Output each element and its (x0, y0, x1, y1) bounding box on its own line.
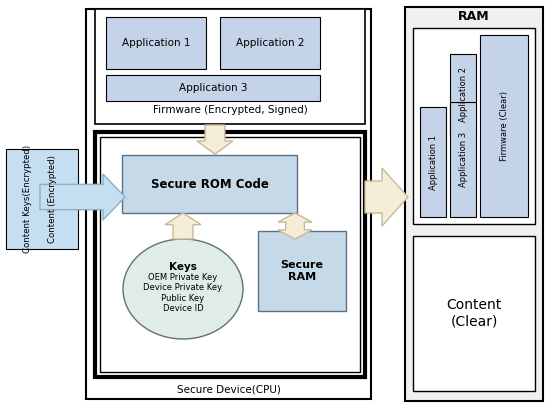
Bar (6, 149, 78, 249)
Bar (450, 102, 476, 217)
Bar (95, 9, 365, 124)
Text: Application 1: Application 1 (122, 38, 190, 48)
Text: Content Keys(Encrypted): Content Keys(Encrypted) (23, 145, 32, 253)
Polygon shape (197, 125, 233, 154)
Bar (480, 35, 528, 217)
Text: Keys: Keys (169, 262, 197, 272)
Text: Content (Encrypted): Content (Encrypted) (48, 155, 57, 243)
Text: Content
(Clear): Content (Clear) (447, 299, 502, 328)
Text: Secure ROM Code: Secure ROM Code (151, 178, 268, 191)
Polygon shape (278, 213, 312, 239)
Text: Secure
RAM: Secure RAM (280, 260, 323, 282)
Text: Firmware (Clear): Firmware (Clear) (499, 91, 509, 161)
Bar (100, 137, 360, 372)
Bar (258, 231, 346, 311)
Bar (95, 132, 365, 377)
Polygon shape (165, 213, 201, 239)
Text: Application 3: Application 3 (179, 83, 248, 93)
Bar (122, 155, 297, 213)
Bar (405, 7, 543, 401)
Text: OEM Private Key
Device Private Key
Public Key
Device ID: OEM Private Key Device Private Key Publi… (144, 273, 223, 313)
Bar (450, 54, 476, 134)
Text: Application 3: Application 3 (459, 132, 468, 187)
Text: Secure Device(CPU): Secure Device(CPU) (177, 384, 280, 394)
Ellipse shape (123, 239, 243, 339)
Polygon shape (40, 174, 125, 220)
Bar (86, 9, 371, 399)
Polygon shape (365, 168, 408, 226)
Bar (413, 28, 535, 224)
Bar (106, 75, 320, 101)
Text: Application 1: Application 1 (428, 135, 437, 189)
Text: Firmware (Encrypted, Signed): Firmware (Encrypted, Signed) (153, 105, 307, 115)
Text: RAM: RAM (458, 11, 490, 23)
Text: Application 2: Application 2 (236, 38, 304, 48)
Text: Application 2: Application 2 (459, 67, 468, 121)
Bar (413, 236, 535, 391)
Bar (420, 107, 446, 217)
Bar (106, 17, 206, 69)
Bar (220, 17, 320, 69)
